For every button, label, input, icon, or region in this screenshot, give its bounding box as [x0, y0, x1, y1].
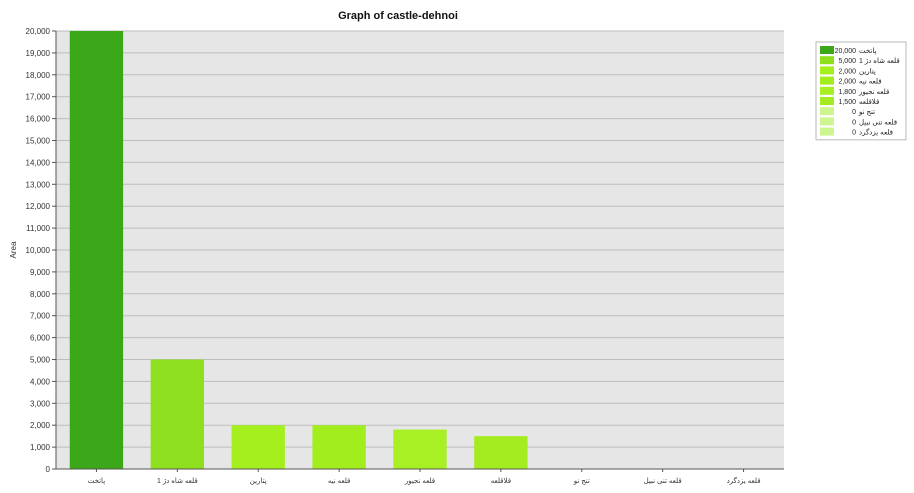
bar: [393, 429, 447, 469]
legend-value: 5,000: [838, 58, 856, 65]
legend-label: قلعه نجیور: [858, 89, 889, 96]
plot-area: 0 1,000 2,000 3,000 4,000 5,000 6,000 7,000 8,00…: [26, 27, 784, 485]
bar: [231, 425, 285, 469]
y-tick-label: 6,000: [30, 334, 51, 343]
bar: [69, 31, 124, 469]
legend-value: 1,500: [838, 99, 856, 106]
legend-label: قلعه یزدگرد: [859, 128, 893, 137]
y-tick-label: 20,000: [26, 27, 51, 36]
legend-label: قلعه تنی نبیل: [859, 119, 897, 126]
legend-label: پتارین: [859, 68, 876, 75]
y-tick-label: 2,000: [30, 421, 51, 430]
y-tick-label: 14,000: [26, 158, 51, 167]
y-tick-label: 17,000: [26, 93, 51, 102]
legend-value: 1,800: [838, 89, 856, 96]
y-tick-label: 13,000: [26, 180, 51, 189]
x-tick-label: قلعه شاه دژ 1: [157, 478, 198, 485]
y-tick-label: 1,000: [30, 443, 51, 452]
legend-label: قلاقلعه: [859, 99, 879, 106]
bar: [150, 359, 205, 469]
x-tick-label: تنج نو: [573, 478, 590, 485]
x-tick-label: قلعه یزدگرد: [727, 476, 761, 485]
y-tick-label: 12,000: [26, 202, 51, 211]
y-tick-label: 10,000: [26, 246, 51, 255]
legend-value: 2,000: [838, 68, 856, 75]
y-tick-label: 16,000: [26, 115, 51, 124]
y-tick-label: 3,000: [30, 399, 51, 408]
y-tick-label: 7,000: [30, 312, 51, 321]
legend-label: قلعه نیه: [859, 79, 882, 86]
x-tick-label: قلعه نیه: [328, 478, 351, 485]
y-tick-label: 8,000: [30, 290, 51, 299]
legend-swatch: [820, 107, 834, 116]
legend-value: 0: [852, 130, 856, 137]
legend-swatch: [820, 97, 834, 105]
legend-swatch: [820, 56, 834, 65]
chart-title: Graph of castle-dehnoi: [338, 10, 458, 22]
legend-value: 20,000: [835, 48, 857, 55]
y-tick-label: 11,000: [26, 224, 50, 233]
legend-swatch: [820, 127, 834, 136]
legend-swatch: [820, 117, 834, 126]
x-tick-label: پتارین: [250, 478, 267, 485]
x-tick-label: قلعه تنی نبیل: [644, 478, 682, 485]
legend-swatch: [820, 76, 834, 85]
legend-value: 0: [852, 119, 856, 126]
x-tick-label: قلاقلعه: [491, 478, 511, 485]
y-tick-label: 15,000: [26, 137, 51, 146]
legend-swatch: [820, 66, 834, 75]
y-axis-title: Area: [9, 241, 18, 258]
bar: [474, 436, 528, 469]
y-tick-label: 4,000: [30, 377, 51, 386]
bar: [312, 425, 366, 469]
legend-label: تنج نو: [858, 109, 875, 116]
x-tick-label: پاتخت: [88, 478, 105, 485]
legend-swatch: [820, 46, 834, 54]
legend-value: 2,000: [838, 79, 856, 86]
y-tick-label: 0: [46, 465, 51, 474]
legend-value: 0: [852, 109, 856, 116]
legend-label: پاتخت: [859, 48, 876, 55]
y-tick-label: 9,000: [30, 268, 51, 277]
y-tick-label: 18,000: [26, 71, 51, 80]
legend-label: قلعه شاه دژ 1: [859, 58, 900, 65]
legend-swatch: [820, 86, 834, 95]
x-tick-label: قلعه نجیور: [404, 478, 435, 485]
y-tick-label: 19,000: [26, 49, 51, 58]
y-tick-label: 5,000: [30, 356, 51, 365]
